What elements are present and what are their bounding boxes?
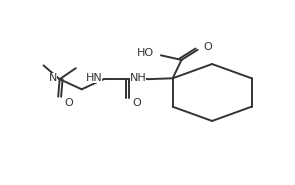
Text: HN: HN — [86, 73, 102, 83]
Text: N: N — [49, 73, 57, 83]
Text: O: O — [132, 98, 141, 108]
Text: NH: NH — [130, 73, 146, 83]
Text: HO: HO — [137, 48, 154, 58]
Text: O: O — [64, 98, 73, 108]
Text: O: O — [203, 42, 212, 52]
